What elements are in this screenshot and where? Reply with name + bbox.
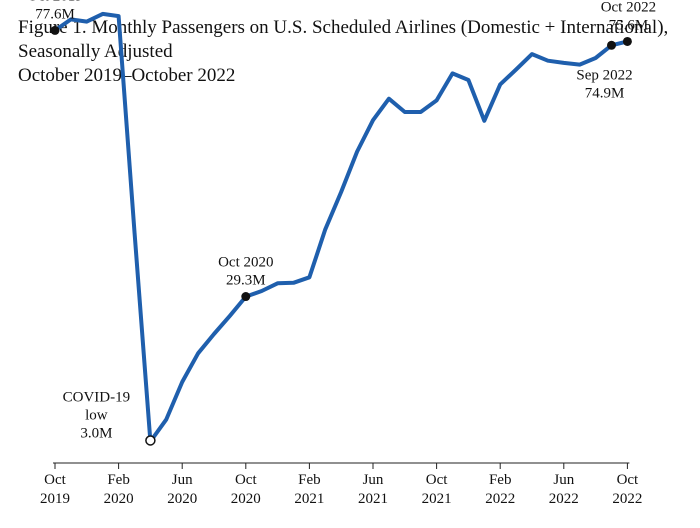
data-point	[69, 17, 73, 22]
title-line-3: October 2019–October 2022	[18, 65, 236, 86]
annotation-label: 29.3M	[226, 273, 266, 289]
data-point	[339, 190, 343, 194]
data-point	[291, 281, 296, 285]
data-point	[164, 417, 168, 422]
annotation-label: low	[85, 407, 108, 423]
x-tick-label-month: Oct	[426, 472, 448, 488]
annotation-label: Oct 2022	[601, 0, 656, 15]
annotation-label: Oct 2020	[218, 255, 273, 271]
title-line-1: Figure 1. Monthly Passengers on U.S. Sch…	[18, 17, 669, 38]
x-axis	[53, 462, 630, 469]
data-point	[498, 82, 502, 87]
covid-low-marker	[145, 435, 156, 446]
x-tick-label-year: 2022	[485, 491, 515, 507]
data-point	[132, 230, 137, 234]
data-point	[403, 110, 407, 114]
data-point	[530, 52, 534, 56]
annotation-label: Oct 2019	[27, 0, 82, 4]
x-tick-label-month: Oct	[617, 472, 639, 488]
annotation-marker	[607, 40, 616, 50]
data-point	[419, 110, 423, 114]
series-line-layer	[53, 11, 630, 444]
data-point	[101, 12, 105, 16]
chart-title: Figure 1. Monthly Passengers on U.S. Sch…	[18, 16, 668, 88]
x-tick-label-month: Feb	[489, 472, 512, 488]
x-tick-label-month: Feb	[107, 472, 130, 488]
passengers-series-line	[53, 11, 630, 444]
x-tick-label-year: 2020	[231, 491, 261, 507]
data-point	[450, 71, 455, 76]
x-tick-label-month: Jun	[172, 472, 193, 488]
data-point	[371, 118, 375, 122]
data-point	[180, 380, 184, 384]
annotation-label: COVID-19	[63, 389, 131, 405]
data-point	[578, 62, 582, 67]
data-point	[355, 150, 359, 154]
x-tick-label-year: 2022	[612, 491, 642, 507]
x-tick-label-month: Jun	[553, 472, 574, 488]
x-tick-label-year: 2021	[294, 491, 324, 507]
x-tick-label-year: 2022	[549, 491, 579, 507]
annotation-marker	[622, 36, 632, 46]
x-tick-label-year: 2021	[358, 491, 388, 507]
x-tick-label-month: Jun	[363, 472, 384, 488]
data-point	[307, 275, 311, 279]
annotation-label: 75.6M	[609, 17, 649, 33]
data-point	[546, 59, 550, 63]
data-point	[85, 20, 89, 24]
data-point	[276, 281, 280, 285]
x-tick-label-month: Oct	[44, 472, 66, 488]
x-tick-label-month: Feb	[298, 472, 321, 488]
data-point	[466, 78, 470, 82]
x-tick-label-year: 2019	[40, 491, 70, 507]
annotation-label: 3.0M	[80, 425, 112, 441]
x-tick-label-year: 2021	[422, 491, 452, 507]
data-point	[387, 97, 391, 101]
annotation-marker	[50, 25, 60, 35]
data-point	[562, 61, 566, 65]
data-point	[117, 14, 121, 18]
annotation-label: 77.6M	[35, 6, 75, 22]
annotation-label: Sep 2022	[576, 67, 632, 83]
x-tick-label-month: Oct	[235, 472, 257, 488]
annotation-label: 74.9M	[585, 85, 625, 101]
data-point	[260, 289, 264, 293]
data-point	[228, 314, 232, 318]
data-point	[323, 227, 327, 231]
data-point	[196, 351, 200, 355]
data-point	[514, 67, 518, 72]
annotation-layer: Oct 2019 77.6M COVID-19 low 3.0M Oct 2020 29.3…	[27, 0, 656, 446]
data-point	[594, 56, 598, 60]
data-point	[435, 98, 439, 103]
data-point	[482, 119, 486, 123]
data-point	[212, 332, 216, 336]
x-tick-label-year: 2020	[104, 491, 134, 507]
annotation-marker	[241, 292, 251, 302]
x-tick-label-year: 2020	[167, 491, 197, 507]
title-line-2: Seasonally Adjusted	[18, 41, 173, 62]
x-tick-labels: Oct 2019 Feb 2020 Jun 2020 Oct 2020 Feb 2021 Jun 20…	[40, 472, 642, 507]
